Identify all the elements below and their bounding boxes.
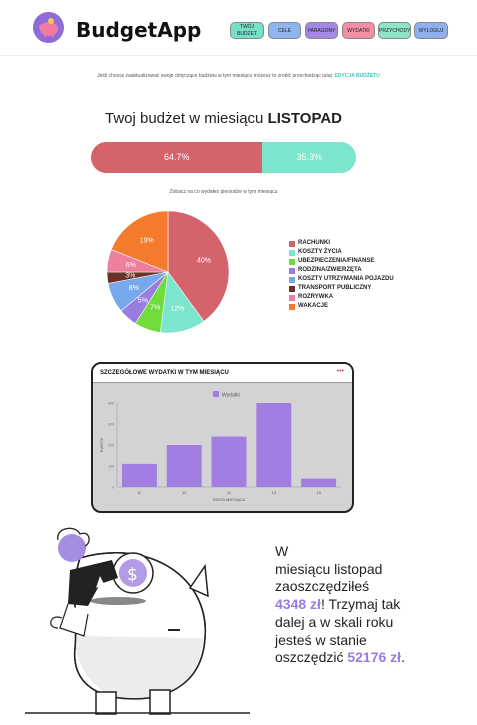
pie-caption: Zobacz na co wydałeś pieniodze w tym mie…	[0, 189, 447, 195]
budget-month: LISTOPAD	[268, 110, 342, 127]
y-tick-label: 200	[108, 444, 114, 448]
pie-slice-label: 3%	[125, 273, 135, 280]
more-horizontal-icon[interactable]: •••	[337, 368, 344, 375]
piggy-bank-icon	[33, 12, 64, 43]
spent-segment: 64.7%	[91, 142, 262, 173]
legend-item[interactable]: WAKACJE	[289, 302, 394, 311]
y-tick-label: 300	[108, 423, 114, 427]
legend-item[interactable]: KOSZTY ŻYCIA	[289, 248, 394, 257]
legend-swatch	[289, 259, 295, 265]
bar-10[interactable]	[167, 445, 202, 487]
legend-swatch	[289, 241, 295, 247]
legend-label: WAKACJE	[298, 302, 328, 311]
pie-legend: RACHUNKI KOSZTY ŻYCIA UBEZPIECZENIA/FINANS…	[289, 239, 394, 311]
pie-slice-label: 12%	[170, 306, 184, 313]
legend-label: RODZINA/ZWIERZĘTA	[298, 266, 362, 275]
spent-percent-label: 64.7%	[164, 152, 190, 162]
budget-title-prefix: Twoj budżet w miesiącu	[105, 110, 263, 127]
nav-twoj-budzet-line2: BUDŻET	[231, 31, 263, 38]
bar-11[interactable]	[212, 437, 247, 487]
budget-progress-bar: 64.7% 35.3%	[91, 142, 356, 173]
nav-przychody[interactable]: PRZYCHODY	[378, 22, 411, 39]
edit-budget-link[interactable]: EDYCJA BUDŻETU	[334, 73, 379, 79]
legend-swatch	[289, 268, 295, 274]
app-name[interactable]: BudgetApp	[76, 18, 201, 42]
detail-chart-card: SZCZEGÓŁOWE WYDATKI W TYM MIESIĄCU ••• W…	[91, 362, 354, 513]
nav-cele[interactable]: CELE	[268, 22, 301, 39]
pie-slice-label: 8%	[129, 285, 139, 292]
legend-label: KOSZTY UTRZYMANIA POJAZDU	[298, 275, 394, 284]
piggy-bank-coin-illustration: $	[0, 518, 270, 725]
y-tick-label: 100	[108, 465, 114, 469]
legend-item[interactable]: RODZINA/ZWIERZĘTA	[289, 266, 394, 275]
x-tick-label: 8	[138, 490, 141, 495]
legend-label: KOSZTY ŻYCIA	[298, 248, 342, 257]
pie-slice-label: 6%	[126, 262, 136, 269]
legend-label: ROZRYWKA	[298, 293, 333, 302]
nav-wydatki[interactable]: WYDATKI	[342, 22, 375, 39]
remaining-percent-label: 35.3%	[296, 152, 322, 162]
intro-description: Jeśli chcesz zaaktualizować swoje dotycz…	[97, 73, 333, 79]
legend-label: TRANSPORT PUBLICZNY	[298, 284, 371, 293]
y-tick-label: 400	[108, 402, 114, 406]
header: BudgetApp TWÓJ BUDŻET CELE PARAGONY WYDA…	[0, 0, 477, 56]
x-axis-label: DZIEŃ MIESIĄCA	[213, 497, 246, 502]
budget-title: Twoj budżet w miesiącu LISTOPAD	[0, 110, 447, 127]
y-axis-label: KWOTA	[99, 437, 104, 452]
savings-text-end: .	[401, 649, 405, 665]
remaining-segment: 35.3%	[262, 142, 356, 173]
legend-swatch	[289, 286, 295, 292]
legend-item[interactable]: UBEZPIECZENIA/FINANSE	[289, 257, 394, 266]
svg-text:$: $	[127, 565, 138, 585]
legend-swatch	[289, 277, 295, 283]
legend-label: RACHUNKI	[298, 239, 330, 248]
savings-line3: zaoszczędziłeś	[275, 578, 425, 596]
savings-summary: W miesiącu listopad zaoszczędziłeś 4348 …	[275, 543, 425, 667]
legend-swatch	[289, 295, 295, 301]
savings-month-amount: 4348 zł	[275, 596, 321, 612]
bar-legend-label: Wydatki	[222, 393, 240, 399]
detail-chart-title: SZCZEGÓŁOWE WYDATKI W TYM MIESIĄCU	[100, 370, 229, 376]
bar-15[interactable]	[301, 479, 336, 487]
pie-slice-label: 5%	[138, 297, 148, 304]
legend-swatch	[289, 304, 295, 310]
nav-wyloguj[interactable]: WYLOGUJ	[414, 22, 448, 39]
expenses-pie-chart: 40% 12% 7%5% 8% 3% 6% 19%	[100, 208, 240, 338]
detail-chart-header: SZCZEGÓŁOWE WYDATKI W TYM MIESIĄCU •••	[93, 364, 352, 383]
x-tick-label: 10	[182, 490, 187, 495]
y-tick-label: 0	[112, 486, 114, 490]
detail-bar-chart: Wydatki 0 100 200 300 400 8 10 11 13 15 DZIEŃ MIESI…	[93, 383, 352, 511]
x-tick-label: 11	[227, 490, 232, 495]
nav-twoj-budzet[interactable]: TWÓJ BUDŻET	[230, 22, 264, 39]
pie-slice-label: 7%	[150, 305, 160, 312]
savings-line2: miesiącu listopad	[275, 561, 425, 579]
legend-swatch	[289, 250, 295, 256]
intro-text: Jeśli chcesz zaaktualizować swoje dotycz…	[0, 73, 477, 79]
nav-paragony[interactable]: PARAGONY	[305, 22, 338, 39]
bar-8[interactable]	[122, 464, 157, 487]
legend-item[interactable]: KOSZTY UTRZYMANIA POJAZDU	[289, 275, 394, 284]
legend-label: UBEZPIECZENIA/FINANSE	[298, 257, 374, 266]
pie-slice-label: 40%	[197, 257, 211, 264]
x-tick-label: 13	[272, 490, 277, 495]
bar-13[interactable]	[256, 403, 291, 487]
x-tick-label: 15	[316, 490, 321, 495]
legend-item[interactable]: TRANSPORT PUBLICZNY	[289, 284, 394, 293]
bar-legend-swatch	[213, 391, 219, 397]
nav-twoj-budzet-line1: TWÓJ	[231, 24, 263, 31]
savings-year-amount: 52176 zł	[347, 649, 401, 665]
legend-item[interactable]: ROZRYWKA	[289, 293, 394, 302]
pie-slice-label: 19%	[140, 238, 154, 245]
savings-line1: W	[275, 543, 425, 561]
legend-item[interactable]: RACHUNKI	[289, 239, 394, 248]
